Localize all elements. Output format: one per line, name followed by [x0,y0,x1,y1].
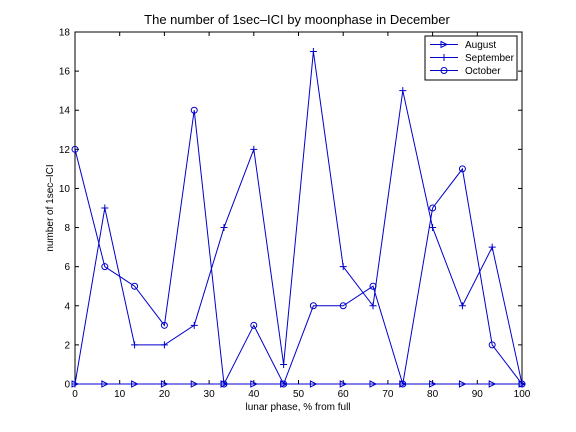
data-point-october [518,380,526,388]
legend: August September October [424,35,518,81]
data-point-october [250,321,258,329]
data-point-september [399,87,407,95]
legend-marker-september [440,54,448,61]
data-point-september [71,380,79,388]
x-tick-label: 80 [427,389,439,400]
data-point-september [190,321,198,329]
data-point-august [458,380,467,388]
x-tick-label: 0 [72,389,78,400]
x-tick-label: 60 [338,389,350,400]
data-point-august [250,380,258,388]
data-point-october [339,302,347,310]
data-point-august [369,380,378,388]
x-tick-label: 50 [293,389,305,400]
x-tick-label: 30 [204,389,216,400]
legend-box [424,35,518,81]
data-point-september [280,360,288,368]
x-tick-label: 90 [472,389,484,400]
y-tick-label: 18 [59,28,71,39]
x-tick-label: 70 [382,389,394,400]
data-point-august [131,380,139,388]
series-october [71,106,526,388]
data-point-september [309,48,317,56]
y-axis-label: number of 1sec–ICI [45,164,56,251]
y-tick-label: 0 [64,380,70,391]
axis-ticks: 0 10 20 30 40 50 60 70 80 90 100 0 2 4 6 8 10 12 14 16 18 [59,28,531,401]
legend-marker-august [440,40,449,49]
y-tick-label: 14 [59,106,71,117]
data-point-september [369,302,377,310]
y-tick-label: 4 [64,301,70,312]
series-layer [71,48,527,388]
x-tick-label: 40 [248,389,260,400]
legend-label-august: August [465,40,496,51]
data-point-august [309,380,318,388]
data-point-october [101,263,109,271]
legend-label-september: September [465,53,515,64]
x-axis-label: lunar phase, % from full [245,402,350,413]
data-point-august [160,380,169,388]
data-point-october [131,282,139,290]
data-point-october [71,145,79,153]
data-point-september [160,341,168,349]
chart-title: The number of 1sec–ICI by moonphase in D… [144,12,450,27]
data-point-september [131,341,139,349]
data-point-august [429,380,437,388]
data-point-october [190,106,198,114]
data-point-october [488,341,496,349]
y-tick-label: 6 [64,262,70,273]
data-point-august [488,380,497,388]
legend-marker-october [440,67,448,74]
x-tick-label: 10 [114,389,126,400]
x-tick-label: 20 [159,389,171,400]
data-point-august [339,380,348,388]
data-point-october [309,302,317,310]
data-point-september [488,243,496,251]
data-point-october [399,380,407,388]
series-line-october [74,110,523,386]
legend-label-october: October [465,66,501,77]
data-point-october [458,165,466,173]
y-tick-label: 10 [59,184,71,195]
data-point-october [369,282,377,290]
y-tick-label: 2 [64,340,70,351]
x-tick-label: 100 [514,389,531,400]
data-point-september [339,263,347,271]
data-point-october [220,380,228,388]
data-point-august [101,380,109,388]
data-point-october [280,380,288,388]
data-point-october [429,204,437,212]
data-point-september [220,224,228,232]
data-point-september [101,204,109,212]
series-line-september [74,51,523,385]
data-point-august [190,380,199,388]
data-point-september [458,302,466,310]
data-point-september [250,145,258,153]
data-point-october [160,321,168,329]
y-tick-label: 12 [59,145,71,156]
data-point-september [429,224,437,232]
y-tick-label: 8 [64,223,70,234]
y-tick-label: 16 [59,67,71,78]
series-september [71,48,526,388]
legend-keys [430,40,458,74]
